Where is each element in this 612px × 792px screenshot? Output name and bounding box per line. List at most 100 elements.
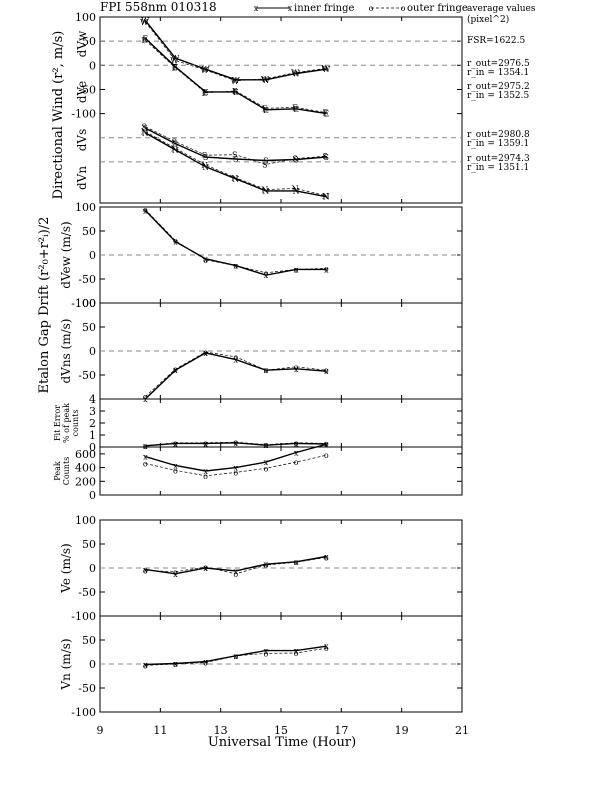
point-dVs-outer: S [232, 151, 237, 160]
point-vn-outer: o [324, 644, 329, 653]
y-tick-label-ve: -100 [71, 610, 96, 623]
legend-inner-marker-end: x [288, 4, 293, 13]
point-dvns-inner: x [324, 367, 329, 376]
dvw-r-out: r_out=2976.5 [467, 59, 530, 69]
point-dVn-outer: N [171, 144, 178, 153]
point-ve-outer: o [264, 561, 269, 570]
point-fit_error-inner: x [233, 439, 238, 448]
point-dVs-outer: S [262, 160, 267, 169]
series-line-dVw-inner [144, 19, 327, 81]
point-dVw-inner: W [292, 70, 301, 79]
point-ve-outer: o [294, 558, 299, 567]
dve-r-in: r_in = 1352.5 [467, 91, 530, 101]
y-tick-label-dvew: -100 [71, 297, 96, 310]
point-ve-inner: x [233, 567, 238, 576]
point-dvew-outer: o [264, 269, 269, 278]
point-dvns-outer: o [203, 348, 208, 357]
point-dVe-inner: E [233, 88, 239, 97]
chart-title: FPI 558nm 010318 [100, 0, 217, 14]
point-dVw-outer: W [140, 18, 149, 27]
point-vn-inner: x [173, 660, 178, 669]
dvs-r-out: r_out=2980.8 [467, 130, 530, 140]
point-ve-inner: x [203, 564, 208, 573]
point-dVs-outer: S [292, 155, 297, 164]
point-vn-outer: o [203, 659, 208, 668]
point-ve-inner: x [143, 565, 148, 574]
point-dVe-inner: E [293, 105, 299, 114]
point-peak_counts-inner: x [143, 453, 148, 462]
point-dVe-outer: E [262, 104, 268, 113]
point-vn-outer: o [173, 660, 178, 669]
point-dvew-inner: x [264, 271, 269, 280]
point-dVe-outer: E [171, 64, 177, 73]
legend-inner-marker-start: x [254, 4, 259, 13]
point-dVe-inner: E [142, 34, 148, 43]
point-dVn-inner: N [293, 187, 300, 196]
y-tick-label-vn: 0 [89, 658, 96, 671]
point-dVs-outer: S [323, 152, 328, 161]
point-vn-inner: x [143, 660, 148, 669]
point-dVs-inner: S [173, 140, 178, 149]
point-fit_error-inner: x [143, 442, 148, 451]
point-dVs-outer: S [172, 138, 177, 147]
y-tick-label-dvew: 0 [89, 249, 96, 262]
y-tick-label-peak_counts: 400 [75, 462, 96, 475]
point-peak_counts-outer: o [143, 459, 148, 468]
series-line-dvew-inner [144, 209, 327, 276]
y-tick-label-dvns: -50 [78, 369, 96, 382]
series-line-dVn-outer [145, 131, 327, 197]
point-dVs-inner: S [203, 153, 208, 162]
y-tick-label-directional: 100 [75, 11, 96, 24]
point-dvew-inner: x [324, 265, 329, 274]
series-line-dVe-inner [144, 37, 327, 115]
point-vn-inner: x [233, 652, 238, 661]
etalon-gap-label: Etalon Gap Drift (r²₀+r²ᵢ)/2 [37, 217, 52, 394]
series-line-fit_error-inner [145, 442, 327, 447]
point-ve-outer: o [173, 568, 178, 577]
y-tick-label-directional: -100 [71, 108, 96, 121]
x-tick-label: 9 [97, 724, 104, 737]
x-tick-label: 21 [455, 724, 469, 737]
series-line-ve-outer [145, 557, 327, 575]
panel-frame-fit_error [99, 398, 463, 448]
point-dVe-outer: E [141, 36, 147, 45]
series-line-ve-inner [145, 555, 327, 575]
point-dVw-outer: W [200, 66, 209, 75]
legend-outer-marker-end: o [401, 4, 406, 13]
point-dVw-outer: W [291, 69, 300, 78]
point-dVe-inner: E [203, 88, 209, 97]
fsr-value: FSR=1622.5 [467, 36, 525, 46]
point-dvew-outer: o [324, 264, 329, 273]
point-peak_counts-outer: o [324, 451, 329, 460]
point-vn-outer: o [264, 649, 269, 658]
point-dvns-outer: o [173, 365, 178, 374]
point-peak_counts-outer: o [233, 468, 238, 477]
point-dVe-outer: E [292, 103, 298, 112]
point-dvew-inner: x [143, 206, 148, 215]
series-line-dvns-inner [144, 352, 327, 400]
point-ve-inner: x [173, 570, 178, 579]
point-vn-outer: o [143, 661, 148, 670]
point-dvew-inner: x [173, 238, 178, 247]
point-dvns-inner: x [233, 356, 238, 365]
point-dVn-inner: N [232, 175, 239, 184]
point-dVs-inner: S [324, 153, 329, 162]
point-dvns-outer: o [233, 353, 238, 362]
point-dVs-inner: S [143, 124, 148, 133]
point-dVn-outer: N [141, 127, 148, 136]
legend-outer-label: outer fringe [407, 3, 468, 14]
x-axis-label: Universal Time (Hour) [208, 735, 356, 750]
y-tick-label-directional: -50 [78, 83, 96, 96]
y-tick-label-dvew: 50 [82, 225, 96, 238]
y-tick-label-vn: -50 [78, 682, 96, 695]
x-tick-label: 15 [274, 724, 288, 737]
point-peak_counts-inner: x [264, 458, 269, 467]
point-dvns-outer: o [264, 366, 269, 375]
point-ve-inner: x [264, 560, 269, 569]
point-dvns-inner: x [203, 349, 208, 358]
point-dVe-inner: E [172, 63, 178, 72]
point-dVw-outer: W [231, 77, 240, 86]
point-dVw-outer: W [321, 64, 330, 73]
x-tick-label: 11 [153, 724, 167, 737]
x-tick-label: 13 [214, 724, 228, 737]
